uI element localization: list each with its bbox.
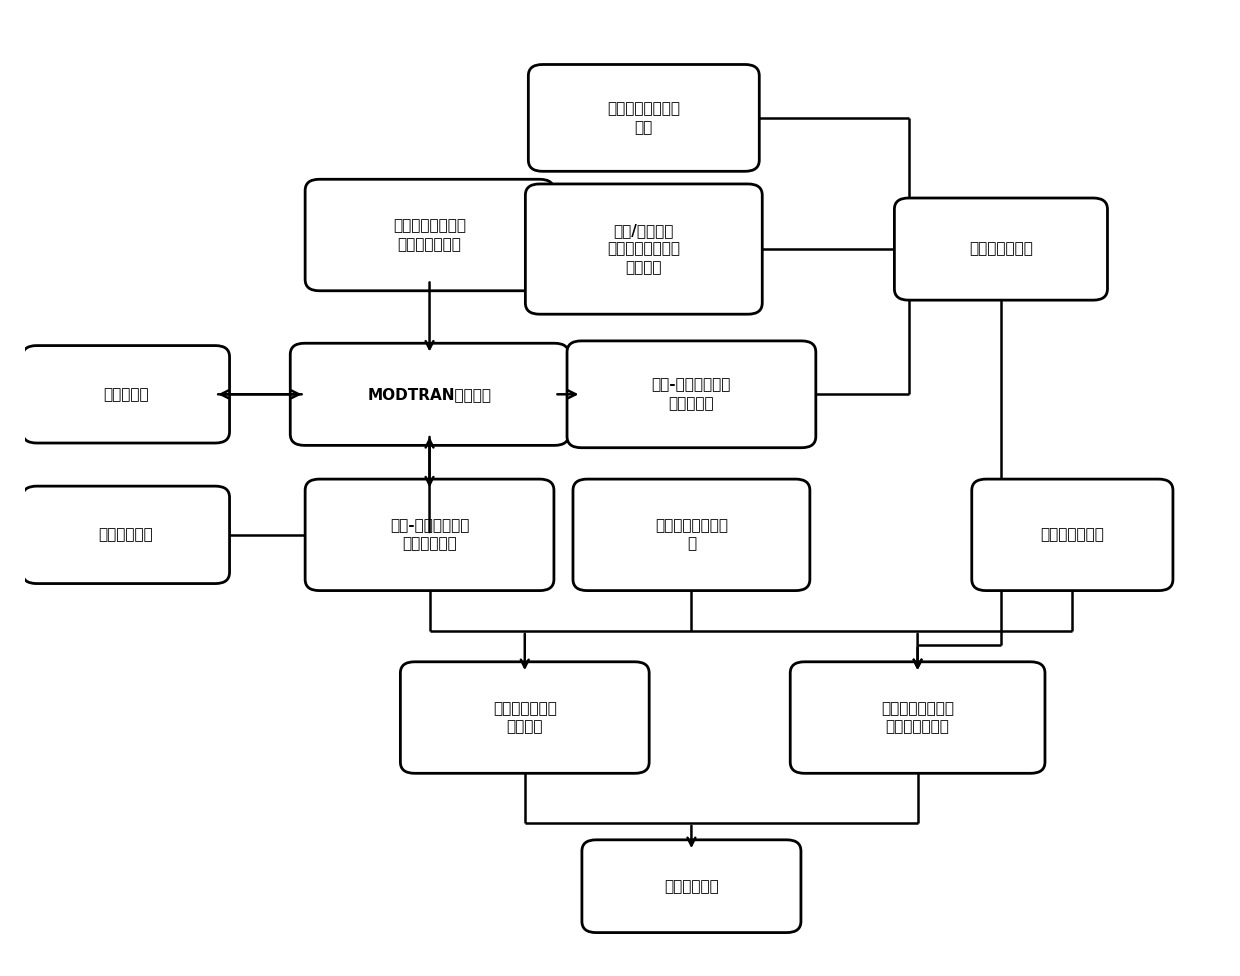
FancyBboxPatch shape bbox=[526, 183, 763, 314]
Text: 目标入（反）射遥
感器入瞳辐亮度: 目标入（反）射遥 感器入瞳辐亮度 bbox=[882, 701, 954, 734]
FancyBboxPatch shape bbox=[22, 346, 229, 443]
Text: 大气外太阳光谱辐
照度: 大气外太阳光谱辐 照度 bbox=[608, 102, 681, 135]
FancyBboxPatch shape bbox=[305, 479, 554, 590]
FancyBboxPatch shape bbox=[567, 341, 816, 448]
FancyBboxPatch shape bbox=[573, 479, 810, 590]
FancyBboxPatch shape bbox=[972, 479, 1173, 590]
Text: 遥感图像灰度值
线性回归: 遥感图像灰度值 线性回归 bbox=[492, 701, 557, 734]
FancyBboxPatch shape bbox=[401, 662, 650, 773]
Text: 多能级目标序列: 多能级目标序列 bbox=[1040, 527, 1105, 543]
Text: 辐射定标系数: 辐射定标系数 bbox=[665, 878, 719, 894]
Text: 太阳几何，气象参
数，地理位置等: 太阳几何，气象参 数，地理位置等 bbox=[393, 219, 466, 252]
FancyBboxPatch shape bbox=[894, 198, 1107, 301]
FancyBboxPatch shape bbox=[790, 662, 1045, 773]
Text: 辐射计数据: 辐射计数据 bbox=[103, 386, 149, 402]
Text: 遥感器光谱响应函
数: 遥感器光谱响应函 数 bbox=[655, 518, 728, 551]
FancyBboxPatch shape bbox=[582, 839, 801, 933]
Text: MODTRAN传输计算: MODTRAN传输计算 bbox=[367, 386, 491, 402]
Text: 观测几何参数: 观测几何参数 bbox=[99, 527, 154, 543]
FancyBboxPatch shape bbox=[22, 486, 229, 584]
Text: 地面光谱辐照度: 地面光谱辐照度 bbox=[968, 242, 1033, 257]
Text: 漫射/总辐射比
（目标为漫射材料
时需要）: 漫射/总辐射比 （目标为漫射材料 时需要） bbox=[608, 223, 681, 275]
FancyBboxPatch shape bbox=[290, 344, 569, 445]
FancyBboxPatch shape bbox=[528, 64, 759, 172]
Text: 太阳-目标路径大气
光谱透过率: 太阳-目标路径大气 光谱透过率 bbox=[652, 378, 732, 411]
FancyBboxPatch shape bbox=[305, 180, 554, 291]
Text: 目标-遥感器路径大
气光谱透过率: 目标-遥感器路径大 气光谱透过率 bbox=[389, 518, 469, 551]
